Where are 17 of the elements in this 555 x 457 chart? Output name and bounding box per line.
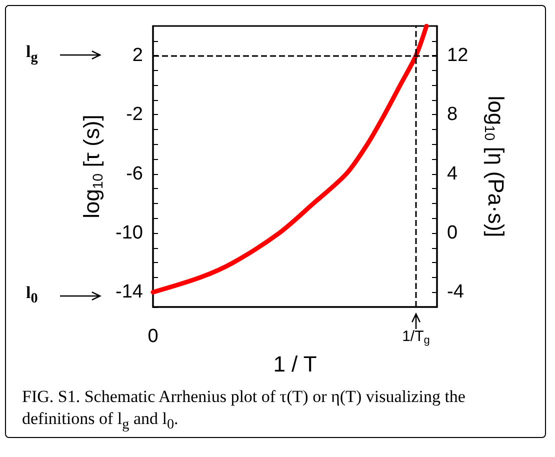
caption: FIG. S1. Schematic Arrhenius plot of τ(T) or η(T) visualizing the definitions of l$_{g}$ and l$_{0}$. <box>22 386 466 434</box>
y2-tick-label: 0 <box>447 222 458 244</box>
y2-tick-label: -4 <box>447 282 464 303</box>
y2-tick-label: 4 <box>447 163 458 184</box>
y-tick-label: -6 <box>126 163 143 184</box>
text: l$_{g}$ <box>26 42 38 66</box>
y-tick-label: 2 <box>132 45 143 66</box>
y2-tick-label: 12 <box>447 45 468 66</box>
y2-tick-label: 8 <box>447 104 458 126</box>
y2-axis-title: log10 [η (Pa·s)] <box>482 96 508 238</box>
y-tick-label: -10 <box>116 222 143 244</box>
x-axis-title: 1 / T <box>273 352 317 376</box>
line-series <box>150 24 429 294</box>
text: l$_{0}$ <box>26 283 38 308</box>
y-tick-label: -14 <box>116 282 144 303</box>
y-axis-title: log10 [τ (s)] <box>79 114 106 218</box>
y-tick-label: -2 <box>126 104 143 126</box>
